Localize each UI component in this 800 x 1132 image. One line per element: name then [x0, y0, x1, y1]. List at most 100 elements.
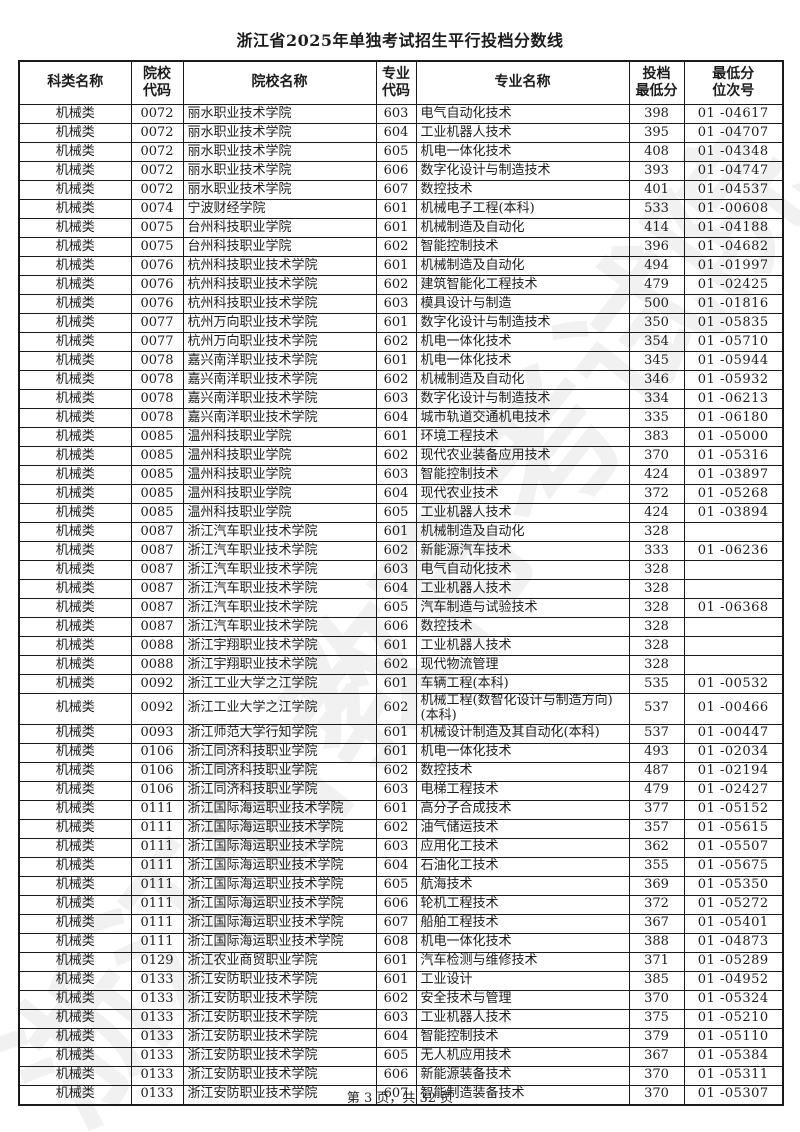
cell-major-name: 机械制造及自动化 [415, 522, 630, 542]
header-major-name: 专业名称 [415, 60, 630, 105]
cell-major-code: 602 [375, 989, 417, 1010]
cell-major-code: 601 [375, 351, 417, 371]
cell-school-name: 浙江国际海运职业技术学院 [182, 799, 377, 820]
cell-school-name: 温州科技职业学院 [182, 484, 377, 504]
table-row: 机械类 0111 浙江国际海运职业技术学院 608 机电一体化技术 388 01… [18, 932, 784, 953]
cell-major-code: 602 [375, 818, 417, 839]
cell-major-name: 工业机器人技术 [415, 1008, 630, 1029]
cell-min-score: 328 [628, 655, 685, 675]
cell-school-name: 丽水职业技术学院 [182, 104, 377, 124]
cell-min-rank: 01 -05675 [683, 856, 784, 877]
cell-min-rank: 01 -05316 [683, 446, 784, 466]
cell-school-code: 0077 [130, 332, 184, 352]
cell-min-rank [683, 617, 784, 637]
cell-min-rank: 01 -06368 [683, 598, 784, 618]
cell-major-name: 城市轨道交通机电技术 [415, 408, 630, 428]
cell-min-rank: 01 -05384 [683, 1046, 784, 1067]
cell-category: 机械类 [18, 1065, 132, 1086]
cell-category: 机械类 [18, 332, 132, 352]
cell-major-name: 智能控制技术 [415, 1027, 630, 1048]
cell-school-name: 浙江国际海运职业技术学院 [182, 932, 377, 953]
table-row: 机械类 0078 嘉兴南洋职业技术学院 603 数字化设计与制造技术 334 0… [18, 389, 784, 409]
cell-category: 机械类 [18, 541, 132, 561]
cell-major-name: 机电一体化技术 [415, 932, 630, 953]
cell-min-score: 328 [628, 560, 685, 580]
cell-min-score: 355 [628, 856, 685, 877]
cell-category: 机械类 [18, 104, 132, 124]
table-row: 机械类 0087 浙江汽车职业技术学院 604 工业机器人技术 328 [18, 579, 784, 599]
score-table: 科类名称 院校 代码 院校名称 专业 代码 专业名称 投档 最低分 最低分 位次… [18, 60, 784, 1106]
cell-school-code: 0085 [130, 446, 184, 466]
cell-major-code: 603 [375, 1008, 417, 1029]
cell-min-rank: 01 -00466 [683, 693, 784, 725]
cell-major-code: 603 [375, 560, 417, 580]
cell-school-code: 0076 [130, 256, 184, 276]
cell-school-name: 丽水职业技术学院 [182, 180, 377, 200]
cell-min-score: 393 [628, 161, 685, 181]
cell-major-code: 601 [375, 636, 417, 656]
cell-category: 机械类 [18, 761, 132, 782]
cell-major-code: 602 [375, 370, 417, 390]
cell-min-rank: 01 -05944 [683, 351, 784, 371]
cell-min-rank: 01 -01997 [683, 256, 784, 276]
table-row: 机械类 0087 浙江汽车职业技术学院 602 新能源汽车技术 333 01 -… [18, 541, 784, 561]
table-row: 机械类 0078 嘉兴南洋职业技术学院 604 城市轨道交通机电技术 335 0… [18, 408, 784, 428]
table-row: 机械类 0075 台州科技职业学院 602 智能控制技术 396 01 -046… [18, 237, 784, 257]
cell-school-code: 0085 [130, 427, 184, 447]
cell-category: 机械类 [18, 522, 132, 542]
table-row: 机械类 0111 浙江国际海运职业技术学院 606 轮机工程技术 372 01 … [18, 894, 784, 915]
table-header: 科类名称 院校 代码 院校名称 专业 代码 专业名称 投档 最低分 最低分 位次… [18, 60, 784, 105]
cell-major-code: 607 [375, 1084, 417, 1106]
cell-major-name: 机械制造及自动化 [415, 370, 630, 390]
cell-school-name: 杭州科技职业技术学院 [182, 256, 377, 276]
cell-min-rank: 01 -05307 [683, 1084, 784, 1106]
cell-min-score: 533 [628, 199, 685, 219]
cell-major-name: 无人机应用技术 [415, 1046, 630, 1067]
cell-major-code: 608 [375, 932, 417, 953]
cell-school-name: 丽水职业技术学院 [182, 142, 377, 162]
cell-min-rank: 01 -06236 [683, 541, 784, 561]
cell-major-name: 现代物流管理 [415, 655, 630, 675]
cell-school-name: 杭州科技职业技术学院 [182, 275, 377, 295]
cell-category: 机械类 [18, 275, 132, 295]
cell-min-rank: 01 -04747 [683, 161, 784, 181]
cell-min-score: 350 [628, 313, 685, 333]
cell-category: 机械类 [18, 693, 132, 725]
cell-min-rank: 01 -05289 [683, 951, 784, 972]
table-body: 机械类 0072 丽水职业技术学院 603 电气自动化技术 398 01 -04… [18, 104, 784, 1106]
cell-school-code: 0078 [130, 351, 184, 371]
cell-min-score: 537 [628, 693, 685, 725]
cell-school-name: 浙江国际海运职业技术学院 [182, 837, 377, 858]
cell-major-code: 601 [375, 199, 417, 219]
cell-school-name: 浙江工业大学之江学院 [182, 674, 377, 694]
cell-category: 机械类 [18, 237, 132, 257]
cell-major-name: 智能控制技术 [415, 465, 630, 485]
cell-school-name: 浙江国际海运职业技术学院 [182, 818, 377, 839]
cell-major-name: 船舶工程技术 [415, 913, 630, 934]
cell-school-code: 0111 [130, 875, 184, 896]
table-row: 机械类 0111 浙江国际海运职业技术学院 602 油气储运技术 357 01 … [18, 818, 784, 839]
cell-school-name: 浙江安防职业技术学院 [182, 1065, 377, 1086]
cell-min-rank: 01 -05350 [683, 875, 784, 896]
cell-min-score: 487 [628, 761, 685, 782]
table-row: 机械类 0076 杭州科技职业技术学院 603 模具设计与制造 500 01 -… [18, 294, 784, 314]
cell-category: 机械类 [18, 142, 132, 162]
cell-school-name: 浙江国际海运职业技术学院 [182, 913, 377, 934]
cell-major-code: 602 [375, 761, 417, 782]
cell-major-code: 601 [375, 256, 417, 276]
cell-min-score: 408 [628, 142, 685, 162]
cell-major-code: 606 [375, 161, 417, 181]
cell-major-name: 油气储运技术 [415, 818, 630, 839]
cell-min-score: 388 [628, 932, 685, 953]
cell-min-score: 537 [628, 723, 685, 744]
cell-min-rank: 01 -05835 [683, 313, 784, 333]
cell-category: 机械类 [18, 408, 132, 428]
cell-school-name: 浙江汽车职业技术学院 [182, 579, 377, 599]
cell-major-name: 数控技术 [415, 180, 630, 200]
cell-school-code: 0088 [130, 636, 184, 656]
table-row: 机械类 0072 丽水职业技术学院 604 工业机器人技术 395 01 -04… [18, 123, 784, 143]
table-row: 机械类 0133 浙江安防职业技术学院 602 安全技术与管理 370 01 -… [18, 989, 784, 1010]
cell-major-code: 604 [375, 1027, 417, 1048]
cell-major-code: 601 [375, 742, 417, 763]
cell-category: 机械类 [18, 256, 132, 276]
